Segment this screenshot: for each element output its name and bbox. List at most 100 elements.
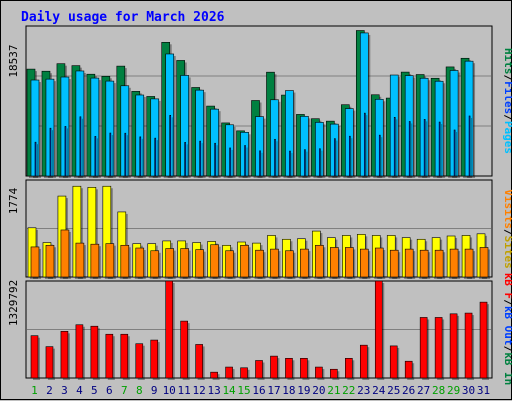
bar-sites-day-16 xyxy=(255,249,264,278)
legend-files: Files xyxy=(502,81,512,114)
day-labels: 1 2 3 4 5 6 7 8 9 10 11 12 13 14 15 16 17 18 19 20 21 22 23 24 2… xyxy=(31,384,490,397)
bar-pages-day-8 xyxy=(139,136,142,177)
bar-kb-f-day-29 xyxy=(449,313,458,379)
bar-sites-day-15 xyxy=(240,244,249,278)
bar-kb-f-day-8 xyxy=(135,343,144,379)
bar-shadow xyxy=(201,143,203,178)
bar-pages-day-20 xyxy=(319,148,321,177)
bar-pages-day-4 xyxy=(79,116,82,177)
bar-kb-f-day-19 xyxy=(300,358,308,379)
bar-shadow xyxy=(261,152,263,178)
bar-shadow xyxy=(111,135,113,178)
bar-kb-f-day-23 xyxy=(359,344,368,379)
bar-shadow xyxy=(321,150,323,178)
bar-pages-day-3 xyxy=(64,126,67,177)
day-label-25: 25 xyxy=(387,384,400,397)
bar-shadow xyxy=(441,124,443,178)
bar-kb-f-day-27 xyxy=(419,317,428,379)
bar-kb-f-day-4 xyxy=(75,324,84,379)
legend-sep: / xyxy=(502,229,512,236)
middle-max-label: 1774 xyxy=(7,187,20,214)
bar-kb-f-day-15 xyxy=(240,367,248,379)
bar-shadow xyxy=(306,151,308,178)
bar-sites-day-24 xyxy=(374,247,384,278)
day-label-9: 9 xyxy=(151,384,158,397)
bar-shadow xyxy=(336,140,338,178)
bar-shadow xyxy=(186,144,188,178)
bar-sites-day-10 xyxy=(165,248,175,278)
bar-sites-day-18 xyxy=(285,250,294,278)
bar-sites-day-2 xyxy=(45,244,55,278)
bar-sites-day-19 xyxy=(300,248,309,278)
bar-sites-day-31 xyxy=(479,247,489,278)
bar-kb-f-day-30 xyxy=(464,312,473,379)
top-legend: Hits/Files/Pages xyxy=(502,48,512,154)
day-label-18: 18 xyxy=(282,384,295,397)
day-label-22: 22 xyxy=(342,384,355,397)
bar-pages-day-10 xyxy=(169,115,172,177)
bar-pages-day-24 xyxy=(378,134,381,177)
day-label-16: 16 xyxy=(252,384,265,397)
day-label-27: 27 xyxy=(417,384,430,397)
legend-visits: Visits xyxy=(502,189,512,229)
day-label-19: 19 xyxy=(297,384,310,397)
day-label-14: 14 xyxy=(222,384,236,397)
legend-pages: Pages xyxy=(502,121,512,154)
bar-kb-f-day-21 xyxy=(330,368,338,379)
bar-sites-day-9 xyxy=(150,250,160,278)
bottom-legend: kB F/kB Out/kB In xyxy=(502,273,512,386)
bar-shadow xyxy=(381,137,383,178)
bar-kb-f-day-24 xyxy=(374,280,383,379)
bar-sites-day-4 xyxy=(75,242,85,278)
bar-shadow xyxy=(126,135,128,178)
bar-shadow xyxy=(141,138,143,178)
bar-pages-day-16 xyxy=(259,150,261,177)
bar-shadow xyxy=(81,118,83,178)
legend-sep: / xyxy=(502,75,512,82)
bar-pages-day-28 xyxy=(438,121,441,177)
bar-shadow xyxy=(51,130,53,178)
bar-pages-day-18 xyxy=(289,150,291,177)
bar-kb-f-day-3 xyxy=(60,331,69,379)
bar-kb-f-day-10 xyxy=(165,280,174,379)
bar-kb-f-day-17 xyxy=(270,355,278,379)
bar-shadow xyxy=(246,147,248,178)
bar-pages-day-30 xyxy=(468,115,471,177)
bottom-max-label: 1329792 xyxy=(7,280,20,326)
bar-sites-day-6 xyxy=(105,243,115,278)
day-label-12: 12 xyxy=(193,384,206,397)
day-label-5: 5 xyxy=(91,384,98,397)
bar-shadow xyxy=(171,117,173,178)
bar-kb-f-day-28 xyxy=(434,317,443,379)
bar-kb-f-day-2 xyxy=(45,346,54,379)
day-label-4: 4 xyxy=(76,384,83,397)
bar-sites-day-1 xyxy=(30,246,40,278)
bar-sites-day-7 xyxy=(120,244,130,278)
bar-kb-f-day-12 xyxy=(195,344,203,379)
bar-kb-f-day-14 xyxy=(225,366,233,379)
bar-sites-day-5 xyxy=(90,243,100,278)
bar-shadow xyxy=(366,115,368,178)
day-label-23: 23 xyxy=(357,384,370,397)
bar-pages-day-6 xyxy=(109,132,112,177)
bar-kb-f-day-13 xyxy=(210,371,218,379)
chart-marks xyxy=(26,30,491,380)
day-label-29: 29 xyxy=(447,384,460,397)
day-label-21: 21 xyxy=(327,384,340,397)
bar-kb-f-day-22 xyxy=(345,358,353,379)
bar-shadow xyxy=(411,123,413,178)
day-label-31: 31 xyxy=(477,384,490,397)
bar-pages-day-1 xyxy=(34,141,37,177)
legend-sep: / xyxy=(502,346,512,353)
bar-pages-day-22 xyxy=(349,135,351,177)
bar-shadow xyxy=(276,141,278,178)
bar-sites-day-22 xyxy=(345,247,354,278)
bar-pages-day-13 xyxy=(214,142,216,177)
bar-pages-day-25 xyxy=(393,117,396,177)
bar-kb-f-day-7 xyxy=(120,333,129,379)
bar-sites-day-21 xyxy=(330,247,339,278)
bar-sites-day-27 xyxy=(419,249,429,278)
day-label-13: 13 xyxy=(207,384,220,397)
bar-pages-day-17 xyxy=(274,138,276,177)
